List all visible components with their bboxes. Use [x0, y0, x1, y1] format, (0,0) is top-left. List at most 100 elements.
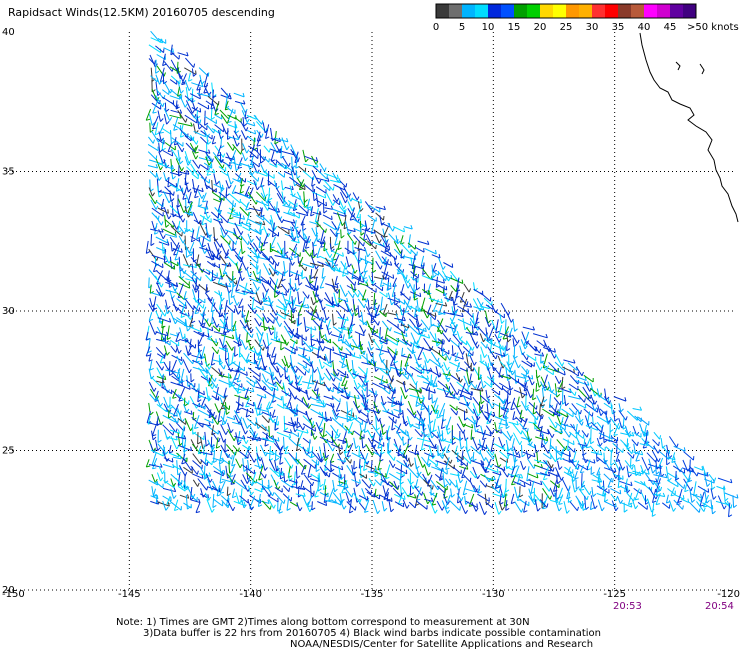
wind-barb — [339, 351, 352, 356]
wind-barb — [399, 305, 403, 316]
wind-barb-tick — [643, 446, 648, 449]
wind-barb — [204, 184, 217, 193]
wind-barb — [323, 179, 334, 191]
wind-barb-tick — [190, 379, 195, 383]
wind-barb-tick — [391, 404, 396, 408]
wind-barb-tick — [668, 450, 671, 455]
wind-barb-tick — [273, 381, 277, 386]
wind-barb — [387, 373, 393, 383]
wind-barb-tick — [320, 324, 323, 329]
wind-barb-tick — [151, 78, 156, 82]
wind-barb-tick — [461, 355, 464, 360]
wind-barb — [359, 341, 362, 354]
wind-barb-tick — [418, 424, 420, 429]
wind-barb — [397, 445, 401, 457]
wind-barb-tick — [466, 367, 469, 372]
wind-barb-tick — [256, 186, 260, 191]
wind-barb — [380, 250, 392, 257]
wind-barb — [221, 313, 227, 321]
wind-barb — [175, 422, 185, 432]
wind-barb — [164, 165, 174, 170]
wind-barb — [375, 366, 388, 371]
wind-barb — [180, 368, 185, 383]
wind-barb-tick — [622, 466, 626, 471]
wind-barb — [263, 263, 270, 276]
wind-barb-tick — [389, 261, 393, 266]
wind-barb-tick — [414, 413, 417, 419]
wind-barb-tick — [296, 346, 298, 351]
wind-barb-tick — [323, 210, 328, 214]
wind-barb — [246, 268, 250, 277]
wind-barb — [347, 208, 354, 218]
wind-barb-tick — [511, 371, 515, 376]
wind-barb — [302, 360, 312, 367]
wind-barb — [184, 170, 187, 185]
wind-barb — [475, 416, 479, 428]
wind-barb — [166, 325, 170, 340]
wind-barb — [527, 443, 536, 449]
wind-barb — [322, 422, 326, 437]
wind-barb — [388, 382, 394, 392]
wind-barb-tick — [487, 319, 491, 324]
wind-barb — [169, 172, 180, 176]
wind-barb — [148, 193, 156, 205]
wind-barb-tick — [154, 132, 160, 136]
wind-barb — [163, 262, 175, 270]
wind-barb — [557, 460, 560, 470]
wind-barb — [257, 396, 263, 409]
wind-barb-tick — [189, 251, 194, 254]
wind-barb-tick — [469, 380, 474, 384]
wind-barb-tick — [360, 232, 365, 236]
wind-barb — [249, 277, 262, 284]
wind-barb-tick — [314, 435, 318, 440]
wind-barb — [324, 353, 330, 364]
wind-barb — [333, 212, 346, 217]
wind-barb — [155, 289, 162, 297]
wind-barb — [347, 201, 353, 212]
wind-barb — [490, 437, 495, 452]
wind-barb — [633, 432, 642, 438]
wind-barb-tick — [632, 454, 635, 459]
wind-barb — [325, 261, 335, 272]
wind-barb-tick — [194, 151, 199, 154]
wind-barb — [200, 176, 210, 184]
wind-barb-tick — [375, 314, 380, 317]
wind-barb — [225, 402, 227, 415]
wind-barb — [261, 200, 269, 211]
wind-barb — [431, 394, 433, 404]
wind-barb — [156, 397, 161, 407]
wind-barb — [233, 340, 242, 346]
wind-barb — [482, 429, 486, 440]
wind-barb-tick — [331, 439, 334, 444]
wind-barb-tick — [230, 180, 234, 185]
wind-barb — [214, 124, 224, 133]
wind-barb-tick — [199, 327, 202, 332]
wind-barb-tick — [521, 454, 526, 458]
wind-barb-tick — [226, 252, 230, 257]
wind-barb-tick — [228, 289, 232, 294]
wind-barb — [312, 186, 315, 201]
wind-barb — [218, 361, 225, 370]
wind-barb — [309, 262, 324, 267]
wind-barb — [218, 191, 227, 199]
wind-barb — [191, 387, 205, 396]
wind-barb — [266, 346, 269, 357]
wind-barb — [229, 464, 236, 477]
wind-barb — [308, 282, 319, 291]
wind-barb — [396, 459, 407, 468]
wind-barb — [304, 155, 318, 162]
wind-barb-tick — [319, 316, 323, 321]
wind-barb-tick — [304, 199, 308, 203]
wind-barb — [145, 108, 152, 121]
wind-barb — [332, 199, 340, 206]
wind-barb — [287, 205, 292, 214]
wind-barb-tick — [462, 350, 465, 355]
wind-barb — [420, 327, 425, 337]
wind-barb — [408, 282, 415, 294]
wind-barb-tick — [498, 464, 502, 468]
wind-barb-tick — [352, 412, 355, 417]
wind-barb — [637, 416, 650, 426]
wind-barb — [363, 422, 367, 433]
wind-barb — [542, 452, 552, 460]
wind-barb — [294, 381, 300, 392]
